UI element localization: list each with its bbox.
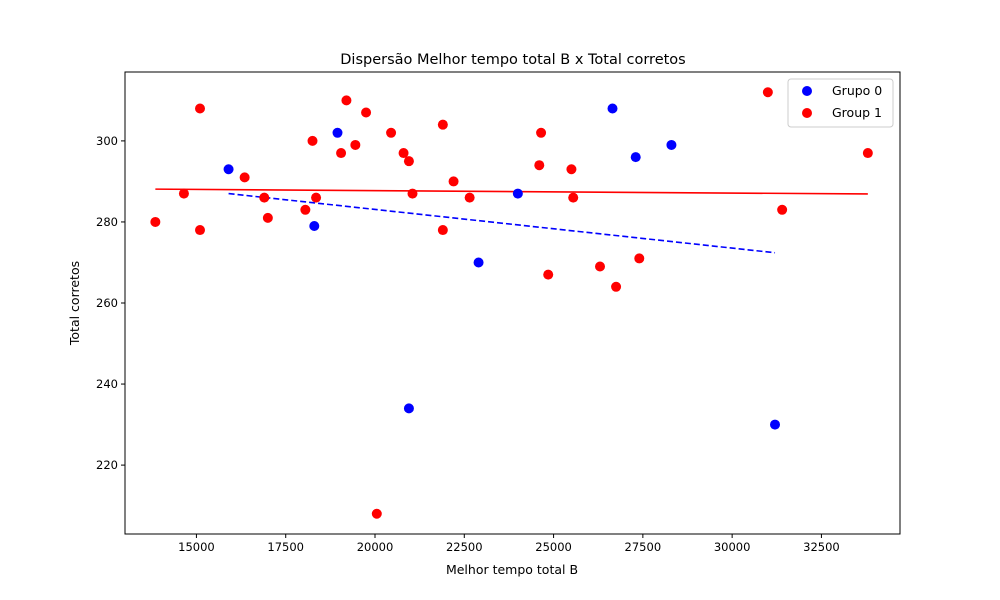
data-point-series-0	[770, 419, 780, 430]
data-point-series-0	[666, 139, 677, 150]
data-point-series-1	[398, 148, 409, 159]
data-point-series-1	[611, 281, 622, 292]
legend-label-group-1: Group 1	[832, 105, 882, 120]
x-tick-label: 22500	[446, 540, 483, 554]
data-point-series-1	[464, 192, 475, 203]
chart-title: Dispersão Melhor tempo total B x Total c…	[340, 52, 685, 68]
data-point-series-1	[371, 508, 382, 519]
trend-lines	[155, 188, 868, 254]
data-point-series-0	[403, 403, 414, 414]
y-axis-label: Total corretos	[67, 261, 82, 346]
data-point-series-1	[341, 95, 352, 106]
legend-label-grupo-0: Grupo 0	[832, 83, 882, 98]
x-tick-label: 32500	[803, 540, 840, 554]
legend: Grupo 0 Group 1	[787, 78, 894, 128]
y-tick-label: 300	[96, 134, 118, 148]
data-point-series-1	[566, 164, 577, 175]
data-point-series-0	[630, 152, 641, 163]
data-point-series-1	[634, 253, 645, 264]
data-point-series-1	[195, 103, 205, 114]
data-point-series-1	[259, 192, 270, 203]
trend-line-series-1	[155, 188, 868, 195]
data-point-series-1	[403, 156, 414, 167]
y-tick-label: 220	[96, 458, 118, 472]
data-point-series-1	[534, 160, 545, 171]
x-tick-label: 30000	[714, 540, 751, 554]
data-point-series-1	[595, 261, 605, 272]
data-point-series-0	[309, 221, 320, 231]
data-point-series-1	[178, 188, 189, 199]
data-point-series-1	[150, 216, 161, 227]
x-tick-label: 27500	[625, 540, 662, 554]
data-point-series-1	[311, 192, 322, 203]
data-point-series-1	[307, 135, 318, 146]
trend-line-series-0	[228, 192, 776, 254]
data-point-series-1	[239, 172, 250, 183]
x-tick-label: 25000	[535, 540, 572, 554]
data-points	[150, 87, 873, 519]
data-point-series-1	[536, 127, 547, 138]
y-tick-label: 280	[96, 215, 118, 229]
data-point-series-1	[777, 204, 788, 215]
data-point-series-1	[300, 204, 311, 215]
legend-box	[787, 78, 894, 128]
x-axis-label: Melhor tempo total B	[446, 562, 578, 577]
data-point-series-1	[407, 188, 418, 199]
y-tick-label: 240	[96, 377, 118, 391]
x-tick-label: 20000	[357, 540, 394, 554]
data-point-series-1	[448, 176, 459, 187]
data-point-series-1	[543, 269, 554, 280]
data-point-series-1	[568, 192, 579, 203]
data-point-series-0	[473, 257, 484, 268]
data-point-series-1	[437, 119, 448, 130]
data-point-series-1	[262, 212, 273, 223]
data-point-series-1	[386, 127, 397, 138]
data-point-series-0	[512, 188, 523, 199]
data-point-series-1	[862, 148, 873, 159]
data-point-series-1	[336, 148, 347, 159]
x-tick-label: 17500	[267, 540, 304, 554]
data-point-series-0	[223, 164, 234, 175]
legend-marker-group-1	[802, 108, 812, 118]
data-point-series-1	[762, 87, 773, 98]
data-point-series-1	[437, 225, 448, 236]
legend-marker-grupo-0	[802, 86, 812, 96]
data-point-series-1	[361, 107, 372, 118]
data-point-series-1	[350, 139, 361, 150]
x-tick-label: 15000	[178, 540, 215, 554]
data-point-series-0	[332, 127, 343, 138]
x-axis-ticks: 15000 17500 20000 22500 25000 27500 30000 32500	[178, 534, 840, 554]
plot-frame	[124, 71, 901, 535]
y-tick-label: 260	[96, 296, 118, 310]
y-axis-ticks: 220 240 260 280 300	[96, 134, 125, 472]
data-point-series-1	[195, 225, 205, 236]
data-point-series-0	[607, 103, 618, 114]
